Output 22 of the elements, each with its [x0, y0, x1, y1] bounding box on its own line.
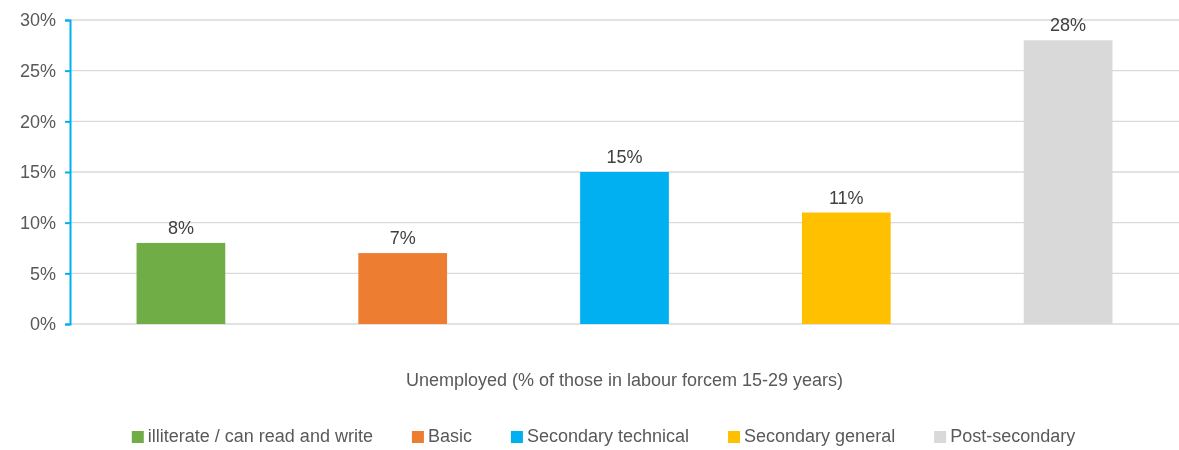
x-axis-title: Unemployed (% of those in labour forcem 15-29 years)	[405, 370, 844, 390]
bar	[801, 212, 891, 324]
y-tick-label: 10%	[19, 212, 56, 233]
y-tick-label: 15%	[19, 162, 56, 183]
data-label: 28%	[1050, 15, 1087, 36]
y-tick-label: 5%	[29, 263, 56, 284]
legend-label: Post-secondary	[950, 426, 1076, 446]
bar	[580, 172, 669, 324]
y-tick-label: 30%	[19, 10, 56, 31]
data-label: 8%	[167, 217, 194, 238]
legend-label: Secondary general	[744, 426, 896, 446]
bar	[136, 242, 226, 324]
y-tick-label: 20%	[19, 111, 56, 132]
legend-label: Basic	[427, 426, 472, 446]
legend-label: illiterate / can read and write	[147, 426, 373, 446]
y-tick-label: 0%	[29, 314, 56, 335]
data-label: 7%	[389, 228, 416, 249]
y-tick-label: 25%	[19, 60, 56, 81]
data-label: 11%	[828, 187, 864, 208]
legend-label: Secondary technical	[526, 426, 690, 446]
data-label: 15%	[606, 147, 643, 167]
bar	[358, 253, 448, 324]
